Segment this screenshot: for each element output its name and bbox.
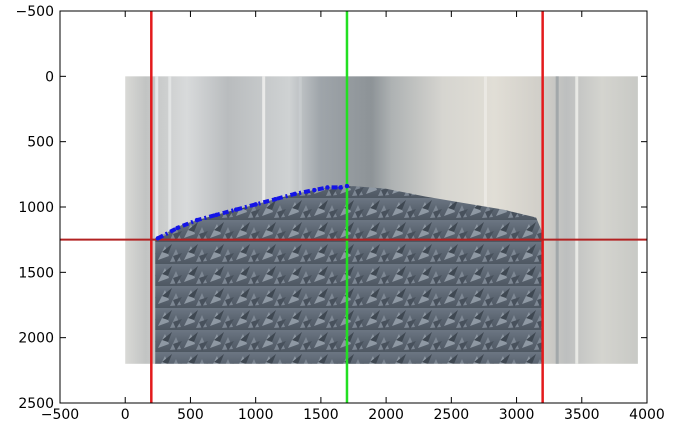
x-tick-label: 3500 — [564, 407, 600, 423]
y-tick-label: 1000 — [18, 200, 54, 216]
x-tick-label: 2000 — [368, 407, 404, 423]
y-tick-label: 500 — [27, 135, 54, 151]
series-point — [214, 212, 219, 218]
series-point — [253, 202, 258, 207]
series-point — [338, 185, 343, 190]
y-tick-label: 2000 — [18, 331, 54, 347]
x-tick-label: −500 — [41, 407, 79, 423]
series-point — [273, 196, 278, 202]
series-point — [344, 183, 350, 189]
y-tick-label: 0 — [45, 69, 54, 85]
y-tick-label: 1500 — [18, 265, 54, 281]
series-line — [156, 184, 348, 241]
particle-pile — [155, 186, 543, 364]
series-point — [175, 225, 180, 231]
x-tick-label: 4000 — [629, 407, 665, 423]
x-tick-label: 1500 — [303, 407, 339, 423]
x-tick-label: 500 — [177, 407, 204, 423]
cylinder-wall-highlight — [155, 76, 159, 364]
x-tick-label: 3000 — [499, 407, 535, 423]
x-tick-label: 2500 — [434, 407, 470, 423]
y-tick-label: −500 — [16, 4, 54, 20]
background-photo — [125, 76, 638, 364]
series-layer — [155, 183, 350, 241]
x-tick-label: 0 — [121, 407, 130, 423]
series-point — [233, 207, 239, 212]
series-point — [155, 236, 161, 241]
y-tick-label: 2500 — [18, 396, 54, 412]
series-point — [325, 185, 330, 190]
plot-area — [60, 11, 647, 403]
x-axis: −500 0 500 1000 1500 2000 2500 3000 3500 4000 — [41, 11, 665, 423]
x-tick-label: 1000 — [238, 407, 274, 423]
y-axis: −500 0 500 1000 1500 2000 2500 — [16, 4, 647, 412]
cylinder-wall-highlight — [555, 76, 559, 364]
cylinder-wall-highlight — [168, 76, 172, 364]
cylinder-wall-highlight — [575, 76, 579, 364]
series-point — [194, 217, 200, 223]
series-point — [312, 187, 317, 193]
series-point — [292, 191, 297, 197]
